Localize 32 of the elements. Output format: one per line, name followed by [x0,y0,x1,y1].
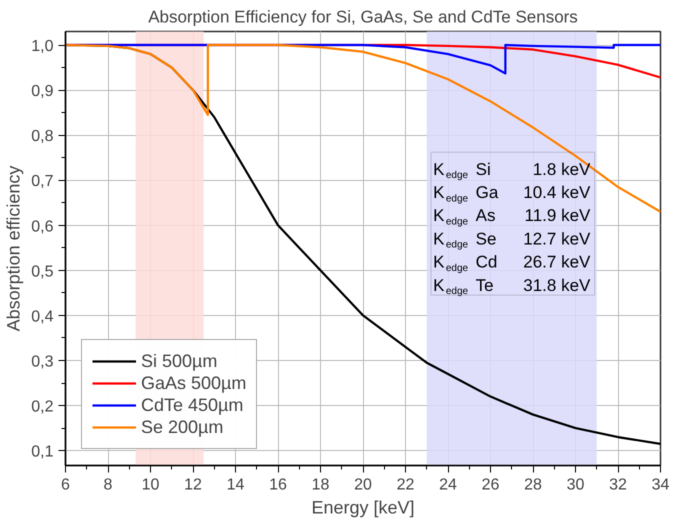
x-tick-label: 8 [104,476,113,494]
y-tick-label: 0,2 [31,398,54,416]
x-tick-label: 24 [439,476,457,494]
x-tick-label: 32 [609,476,627,494]
y-axis-title: Absorption efficiency [3,166,24,332]
x-tick-label: 20 [354,476,372,494]
legend-label: GaAs 500µm [141,372,246,394]
y-tick-label: 0,4 [31,308,54,326]
x-tick-label: 6 [61,476,70,494]
x-tick-label: 10 [142,476,160,494]
y-tick-label: 1,0 [31,38,54,56]
x-tick-label: 26 [482,476,500,494]
y-tick-label: 0,8 [31,128,54,146]
legend-label: Si 500µm [141,350,218,372]
x-axis-title: Energy [keV] [311,498,415,518]
chart-title: Absorption Efficiency for Si, GaAs, Se and CdTe Sensors [148,8,578,26]
y-tick-label: 0,9 [31,83,54,100]
y-tick-label: 0,1 [31,444,54,461]
x-tick-label: 22 [396,476,414,494]
x-tick-label: 16 [269,476,287,494]
x-tick-label: 14 [226,476,244,494]
x-tick-label: 18 [312,476,330,494]
y-tick-label: 0,3 [31,353,54,370]
x-tick-label: 34 [652,476,670,494]
legend-label: CdTe 450µm [141,394,244,416]
y-tick-label: 0,5 [31,263,54,280]
x-tick-label: 30 [566,476,584,494]
x-tick-label: 28 [524,476,542,494]
legend-label: Se 200µm [141,416,224,438]
x-tick-label: 12 [184,476,202,494]
y-tick-label: 0,6 [31,218,54,236]
y-tick-label: 0,7 [31,173,54,190]
